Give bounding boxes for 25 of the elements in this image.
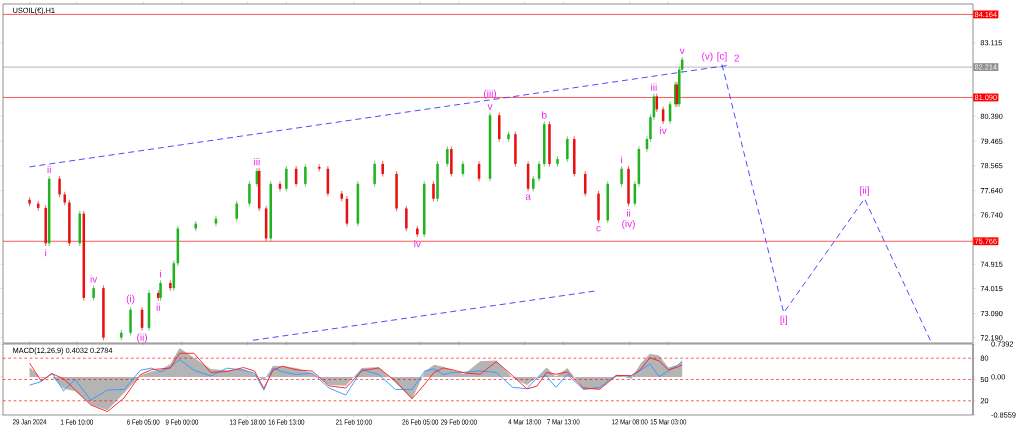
annotation: (iv) [622,219,635,230]
annotation: a [525,194,531,200]
annotation: iii [254,158,260,166]
annotation: b [542,111,547,119]
annotation: (iii) [483,89,497,99]
annotation: i [621,155,623,164]
annotation: iv [414,240,421,248]
annotation: ii [156,303,160,311]
annotation: i [160,270,161,278]
annotation: (i) [126,294,135,305]
annotation: iii [651,83,657,91]
annotation: (v) [702,52,713,62]
annotation: ii [626,209,631,217]
annotation: [i] [780,315,787,325]
annotation: [ii] [860,186,869,196]
annotation: [c] [717,52,727,62]
annotation: (ii) [137,333,148,343]
annotation: c [596,225,601,232]
annotation: iv [660,126,667,135]
annotation: ii [47,165,51,174]
annotation: v [487,104,493,110]
annotation: iv [90,275,98,283]
annotation: i [45,248,47,257]
annotation: v [679,48,685,54]
annotation: 2 [734,54,739,62]
